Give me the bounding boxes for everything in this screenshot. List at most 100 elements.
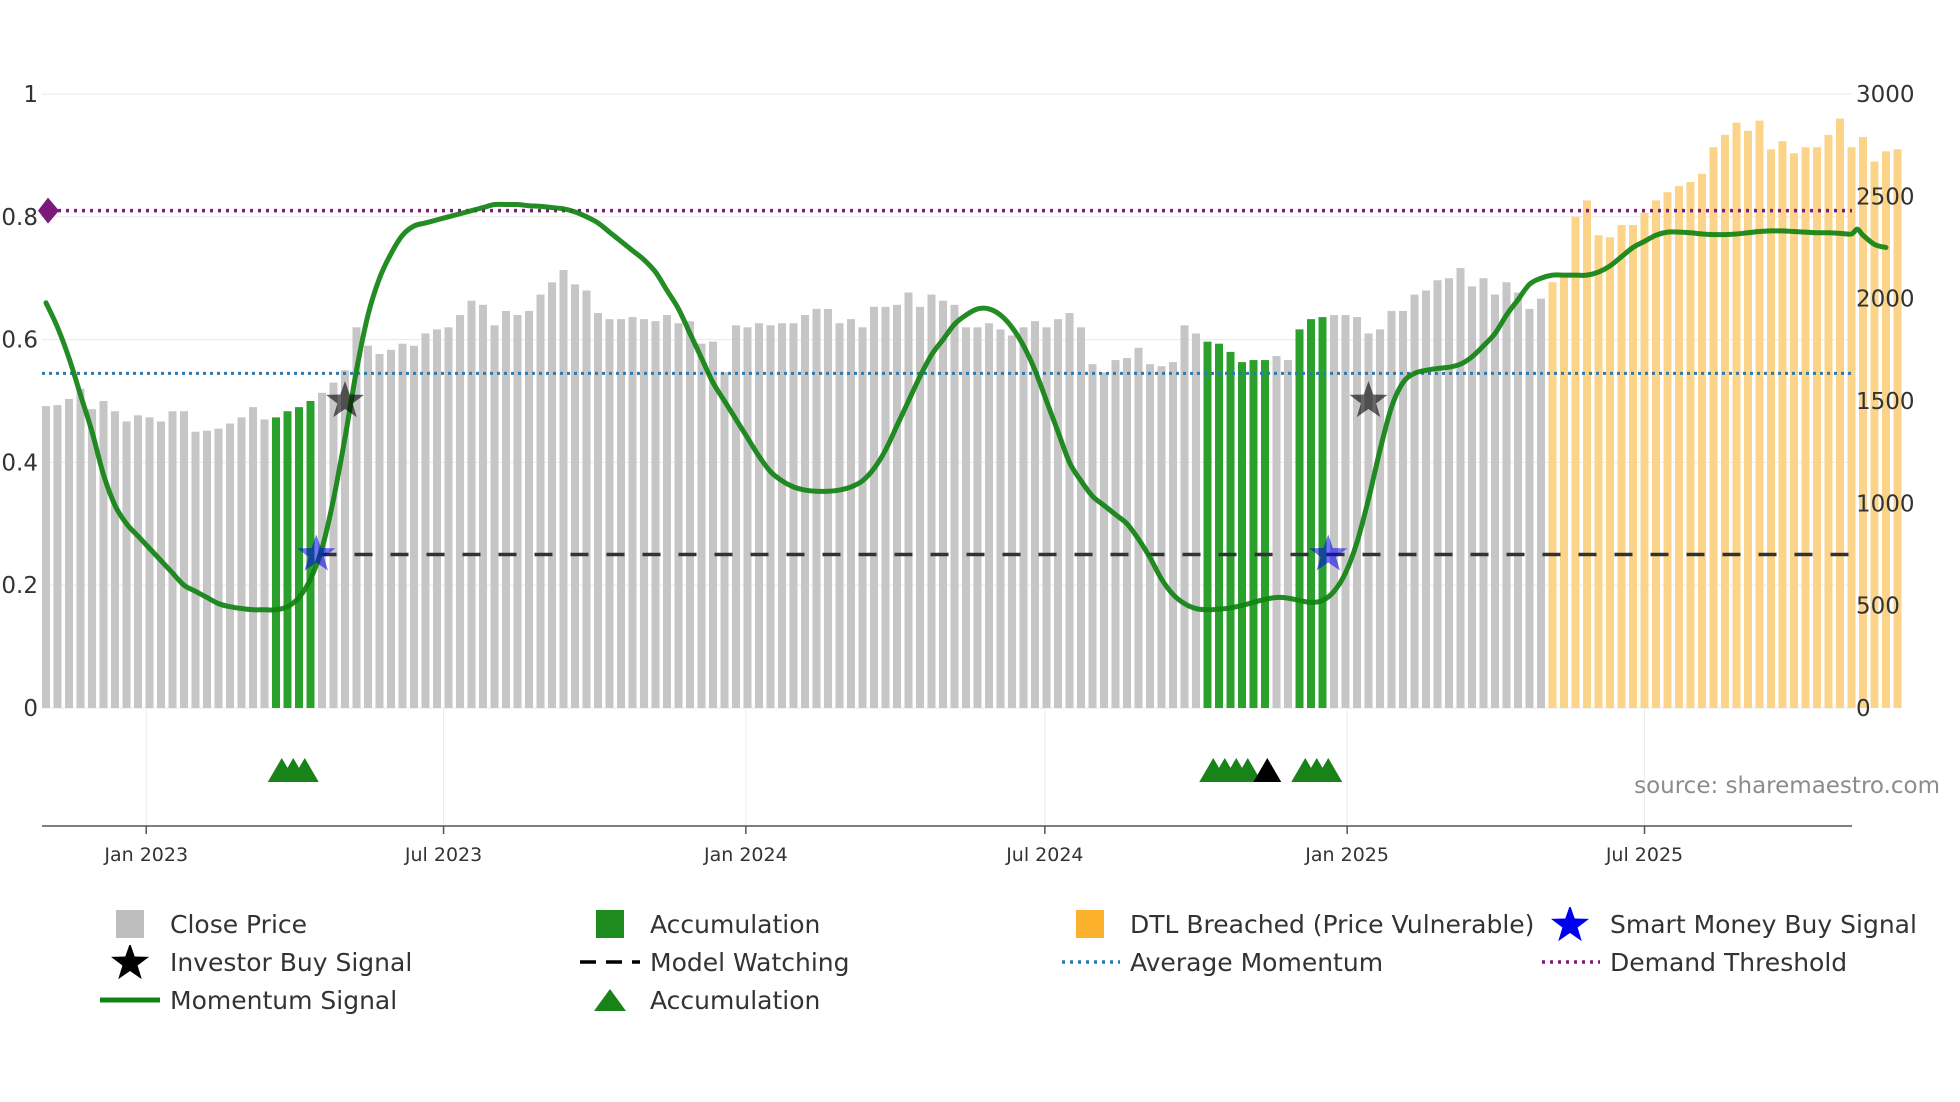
price-bar [1088,364,1097,708]
star-icon [100,945,170,979]
price-bar [1617,224,1626,708]
price-bar [755,323,763,708]
legend-item: Momentum Signal [100,983,397,1017]
price-bar [824,308,832,708]
price-bar [1640,212,1649,708]
price-bar [410,345,418,708]
price-bar [686,321,694,708]
legend-item: DTL Breached (Price Vulnerable) [1060,907,1534,941]
accumulation-triangle [1314,758,1343,782]
x-axis-tick-label: Jan 2025 [1304,844,1389,866]
price-bar [847,319,855,708]
price-bar [260,419,269,708]
price-bar [1525,308,1534,708]
price-bar [99,401,108,708]
price-bar [870,306,878,708]
legend-label: Accumulation [650,985,821,1015]
price-bar [111,411,119,708]
price-bar [1836,118,1844,708]
price-bar [674,323,683,708]
price-bar [858,327,867,708]
right-axis-tick-label: 3000 [1856,82,1915,108]
price-bar [1042,327,1051,708]
price-bar [778,323,786,708]
x-axis-tick-label: Jul 2025 [1605,844,1683,866]
axes: 0 0.2 0.4 0.6 0.8 1 0 500 1000 1500 2000 2500 3000 Ja… [1,82,1914,866]
left-axis-tick-label: 0 [23,696,38,722]
left-axis-tick-label: 1 [23,82,38,108]
price-bar [996,329,1005,708]
price-bar [1341,315,1350,708]
right-axis-tick-label: 0 [1856,696,1871,722]
price-bar [789,323,798,708]
price-bar [1652,200,1660,708]
price-bar [1629,224,1637,708]
price-bar [1801,147,1810,709]
investor-buy-signal [325,381,365,418]
price-bar [283,411,292,708]
legend-label: Momentum Signal [170,985,398,1015]
price-bar [720,372,729,708]
triangle-icon [580,983,650,1017]
legend-item: Demand Threshold [1540,945,1847,979]
price-bar [1479,278,1488,708]
price-bar [973,327,982,708]
price-bar [812,308,821,708]
investor-buy-signal [1349,381,1388,418]
price-bar [697,343,706,708]
legend-item: Smart Money Buy Signal [1540,907,1917,941]
price-bar [1272,355,1281,708]
price-bar [881,306,890,708]
price-bar [916,306,924,708]
price-bar [640,319,648,708]
legend: Close Price Accumulation DTL Breached (Pri… [0,900,1960,1050]
price-bar [272,417,280,708]
price-bar [571,284,579,708]
price-bar [134,415,142,708]
price-bar [387,349,395,708]
price-bar [985,323,993,708]
price-bar [904,292,913,708]
price-bar [341,370,349,708]
price-bar [421,333,430,708]
price-bar [1284,360,1292,708]
price-bar [1180,325,1189,708]
legend-label: Smart Money Buy Signal [1610,909,1917,939]
square-icon [100,907,170,941]
momentum-signal [43,201,1889,613]
price-bar [76,388,85,708]
price-bar [1353,317,1361,708]
price-bar [214,428,223,708]
price-bar [1433,280,1442,708]
left-axis-tick-label: 0.8 [1,205,38,231]
price-bar [1778,141,1787,708]
price-bar [1157,366,1166,708]
accumulation-triangle [290,758,319,782]
price-bar [1100,372,1108,708]
price-bar [1146,364,1154,708]
price-bar [1893,149,1902,708]
price-bar [502,310,510,708]
price-bar [1882,151,1890,709]
price-bar [479,304,487,708]
price-bar [1364,333,1373,708]
x-axis-tick-label: Jan 2023 [103,844,188,866]
price-bar [1491,294,1499,708]
price-bar [1387,310,1396,708]
price-bar [1065,312,1074,708]
price-bar [1468,286,1476,708]
price-bar [1709,147,1718,709]
buy-signals [297,381,1388,571]
legend-item: Accumulation [580,907,820,941]
price-bar [835,323,844,708]
price-bar [893,304,901,708]
left-axis-tick-label: 0.4 [1,450,38,476]
square-icon [1060,907,1130,941]
source-credit: source: sharemaestro.com [1634,773,1940,799]
dotted-line-icon [1540,945,1610,979]
momentum-signal-line [43,201,1889,613]
accumulation-markers [267,758,1343,782]
legend-item: Model Watching [580,945,850,979]
right-axis-tick-label: 2000 [1856,287,1915,313]
legend-label: Accumulation [650,909,821,939]
